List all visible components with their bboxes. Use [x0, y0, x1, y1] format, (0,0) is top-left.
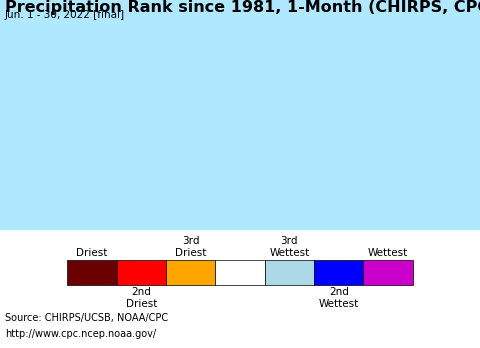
Bar [166, 260, 216, 285]
Bar [363, 260, 413, 285]
Text: http://www.cpc.ncep.noaa.gov/: http://www.cpc.ncep.noaa.gov/ [5, 329, 156, 339]
Bar [117, 260, 166, 285]
Text: 3rd
Driest: 3rd Driest [175, 236, 206, 258]
Text: Source: CHIRPS/UCSB, NOAA/CPC: Source: CHIRPS/UCSB, NOAA/CPC [5, 313, 168, 323]
Bar [314, 260, 363, 285]
Text: 2nd
Driest: 2nd Driest [126, 287, 157, 309]
Text: Driest: Driest [76, 248, 108, 258]
Text: 3rd
Wettest: 3rd Wettest [269, 236, 310, 258]
Text: 2nd
Wettest: 2nd Wettest [319, 287, 359, 309]
Text: Precipitation Rank since 1981, 1-Month (CHIRPS, CPC): Precipitation Rank since 1981, 1-Month (… [5, 0, 480, 15]
Text: Jun. 1 - 30, 2022 [final]: Jun. 1 - 30, 2022 [final] [5, 10, 125, 20]
Bar [216, 260, 264, 285]
Bar [67, 260, 117, 285]
Bar [264, 260, 314, 285]
Text: Wettest: Wettest [368, 248, 408, 258]
